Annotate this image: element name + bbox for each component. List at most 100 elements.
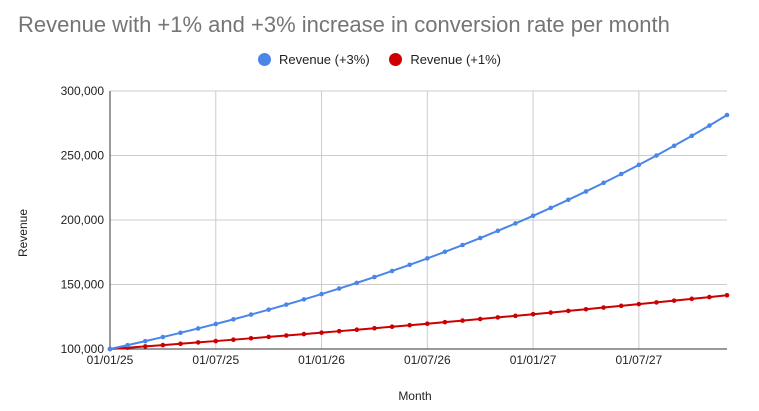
data-point[interactable] (195, 340, 201, 345)
x-tick-label: 01/01/25 (87, 353, 134, 367)
data-point[interactable] (477, 316, 483, 322)
legend-label: Revenue (+1%) (410, 52, 502, 67)
data-point[interactable] (319, 291, 324, 297)
data-point[interactable] (266, 334, 271, 340)
y-tick-label: 100,000 (61, 342, 105, 356)
data-point[interactable] (548, 205, 554, 211)
data-point[interactable] (354, 327, 360, 333)
x-tick-label: 01/07/27 (615, 353, 662, 367)
data-point[interactable] (425, 321, 430, 326)
data-point[interactable] (636, 301, 642, 307)
data-point[interactable] (425, 256, 430, 261)
x-tick-label: 01/07/25 (192, 353, 239, 367)
y-tick-label: 150,000 (61, 278, 105, 292)
data-point[interactable] (107, 346, 113, 352)
series-2 (107, 292, 730, 352)
data-point[interactable] (689, 133, 695, 139)
legend-marker-icon (389, 53, 403, 66)
data-point[interactable] (142, 344, 148, 349)
data-point[interactable] (724, 112, 730, 118)
data-point[interactable] (372, 325, 377, 331)
data-point[interactable] (178, 330, 183, 336)
data-point[interactable] (389, 324, 395, 330)
data-point[interactable] (266, 307, 271, 312)
data-point[interactable] (442, 319, 448, 325)
data-point[interactable] (495, 315, 501, 320)
data-point[interactable] (671, 143, 677, 149)
data-point[interactable] (460, 318, 465, 323)
data-point[interactable] (283, 302, 289, 307)
data-point[interactable] (301, 297, 307, 302)
label-layer: Month Revenue 100,000 150,000 200,000 250,0… (16, 84, 663, 403)
data-point[interactable] (601, 305, 606, 310)
axis-layer (109, 91, 727, 350)
legend-item-series-1[interactable]: Revenue (+3%) (257, 52, 370, 67)
data-point[interactable] (618, 303, 624, 309)
data-point[interactable] (513, 313, 518, 319)
data-point[interactable] (248, 336, 254, 341)
data-point[interactable] (160, 342, 166, 348)
data-point[interactable] (142, 338, 148, 344)
data-point[interactable] (372, 274, 377, 280)
data-point[interactable] (319, 330, 324, 335)
data-point[interactable] (231, 337, 236, 342)
data-point[interactable] (530, 213, 536, 219)
data-point[interactable] (548, 310, 554, 315)
legend: Revenue (+3%) Revenue (+1%) (0, 52, 759, 69)
data-point[interactable] (248, 312, 254, 317)
data-point[interactable] (477, 235, 483, 241)
data-point[interactable] (160, 334, 166, 340)
x-tick-label: 01/01/27 (510, 353, 557, 367)
data-point[interactable] (724, 292, 730, 298)
data-point[interactable] (636, 162, 642, 168)
data-point[interactable] (213, 321, 219, 327)
data-point[interactable] (530, 311, 536, 317)
legend-marker-icon (257, 53, 271, 66)
x-tick-label: 01/07/26 (404, 353, 451, 367)
data-point[interactable] (654, 300, 659, 305)
data-point[interactable] (195, 326, 201, 331)
data-point[interactable] (495, 228, 501, 234)
data-point[interactable] (283, 333, 289, 338)
y-tick-label: 200,000 (61, 213, 105, 227)
data-point[interactable] (442, 249, 448, 255)
y-axis-title: Revenue (16, 209, 30, 257)
data-point[interactable] (707, 123, 712, 128)
series-line (109, 294, 728, 350)
data-point[interactable] (407, 322, 412, 328)
data-point[interactable] (460, 242, 465, 248)
y-tick-label: 300,000 (61, 84, 105, 98)
data-point[interactable] (566, 308, 571, 314)
data-point[interactable] (707, 294, 712, 300)
data-point[interactable] (389, 268, 395, 274)
data-point[interactable] (125, 342, 130, 348)
legend-label: Revenue (+3%) (278, 52, 370, 67)
series-line (109, 114, 728, 350)
data-point[interactable] (178, 341, 183, 347)
x-axis-title: Month (398, 389, 431, 403)
data-point[interactable] (407, 262, 412, 268)
data-point[interactable] (566, 197, 571, 203)
data-point[interactable] (601, 180, 606, 186)
y-tick-label: 250,000 (61, 149, 105, 163)
data-point[interactable] (336, 286, 342, 291)
data-point[interactable] (583, 189, 589, 194)
series-layer (107, 112, 730, 352)
x-tick-label: 01/01/26 (298, 353, 345, 367)
data-point[interactable] (231, 317, 236, 322)
data-point[interactable] (213, 338, 219, 344)
data-point[interactable] (583, 306, 589, 312)
chart-title: Revenue with +1% and +3% increase in con… (18, 12, 670, 37)
legend-item-series-2[interactable]: Revenue (+1%) (389, 52, 501, 67)
grid-layer (110, 90, 727, 349)
data-point[interactable] (301, 331, 307, 337)
series-1 (107, 112, 730, 352)
data-point[interactable] (354, 280, 360, 286)
data-point[interactable] (689, 296, 695, 302)
data-point[interactable] (336, 328, 342, 334)
data-point[interactable] (513, 221, 518, 226)
data-point[interactable] (654, 153, 659, 158)
data-point[interactable] (618, 171, 624, 177)
data-point[interactable] (671, 298, 677, 303)
